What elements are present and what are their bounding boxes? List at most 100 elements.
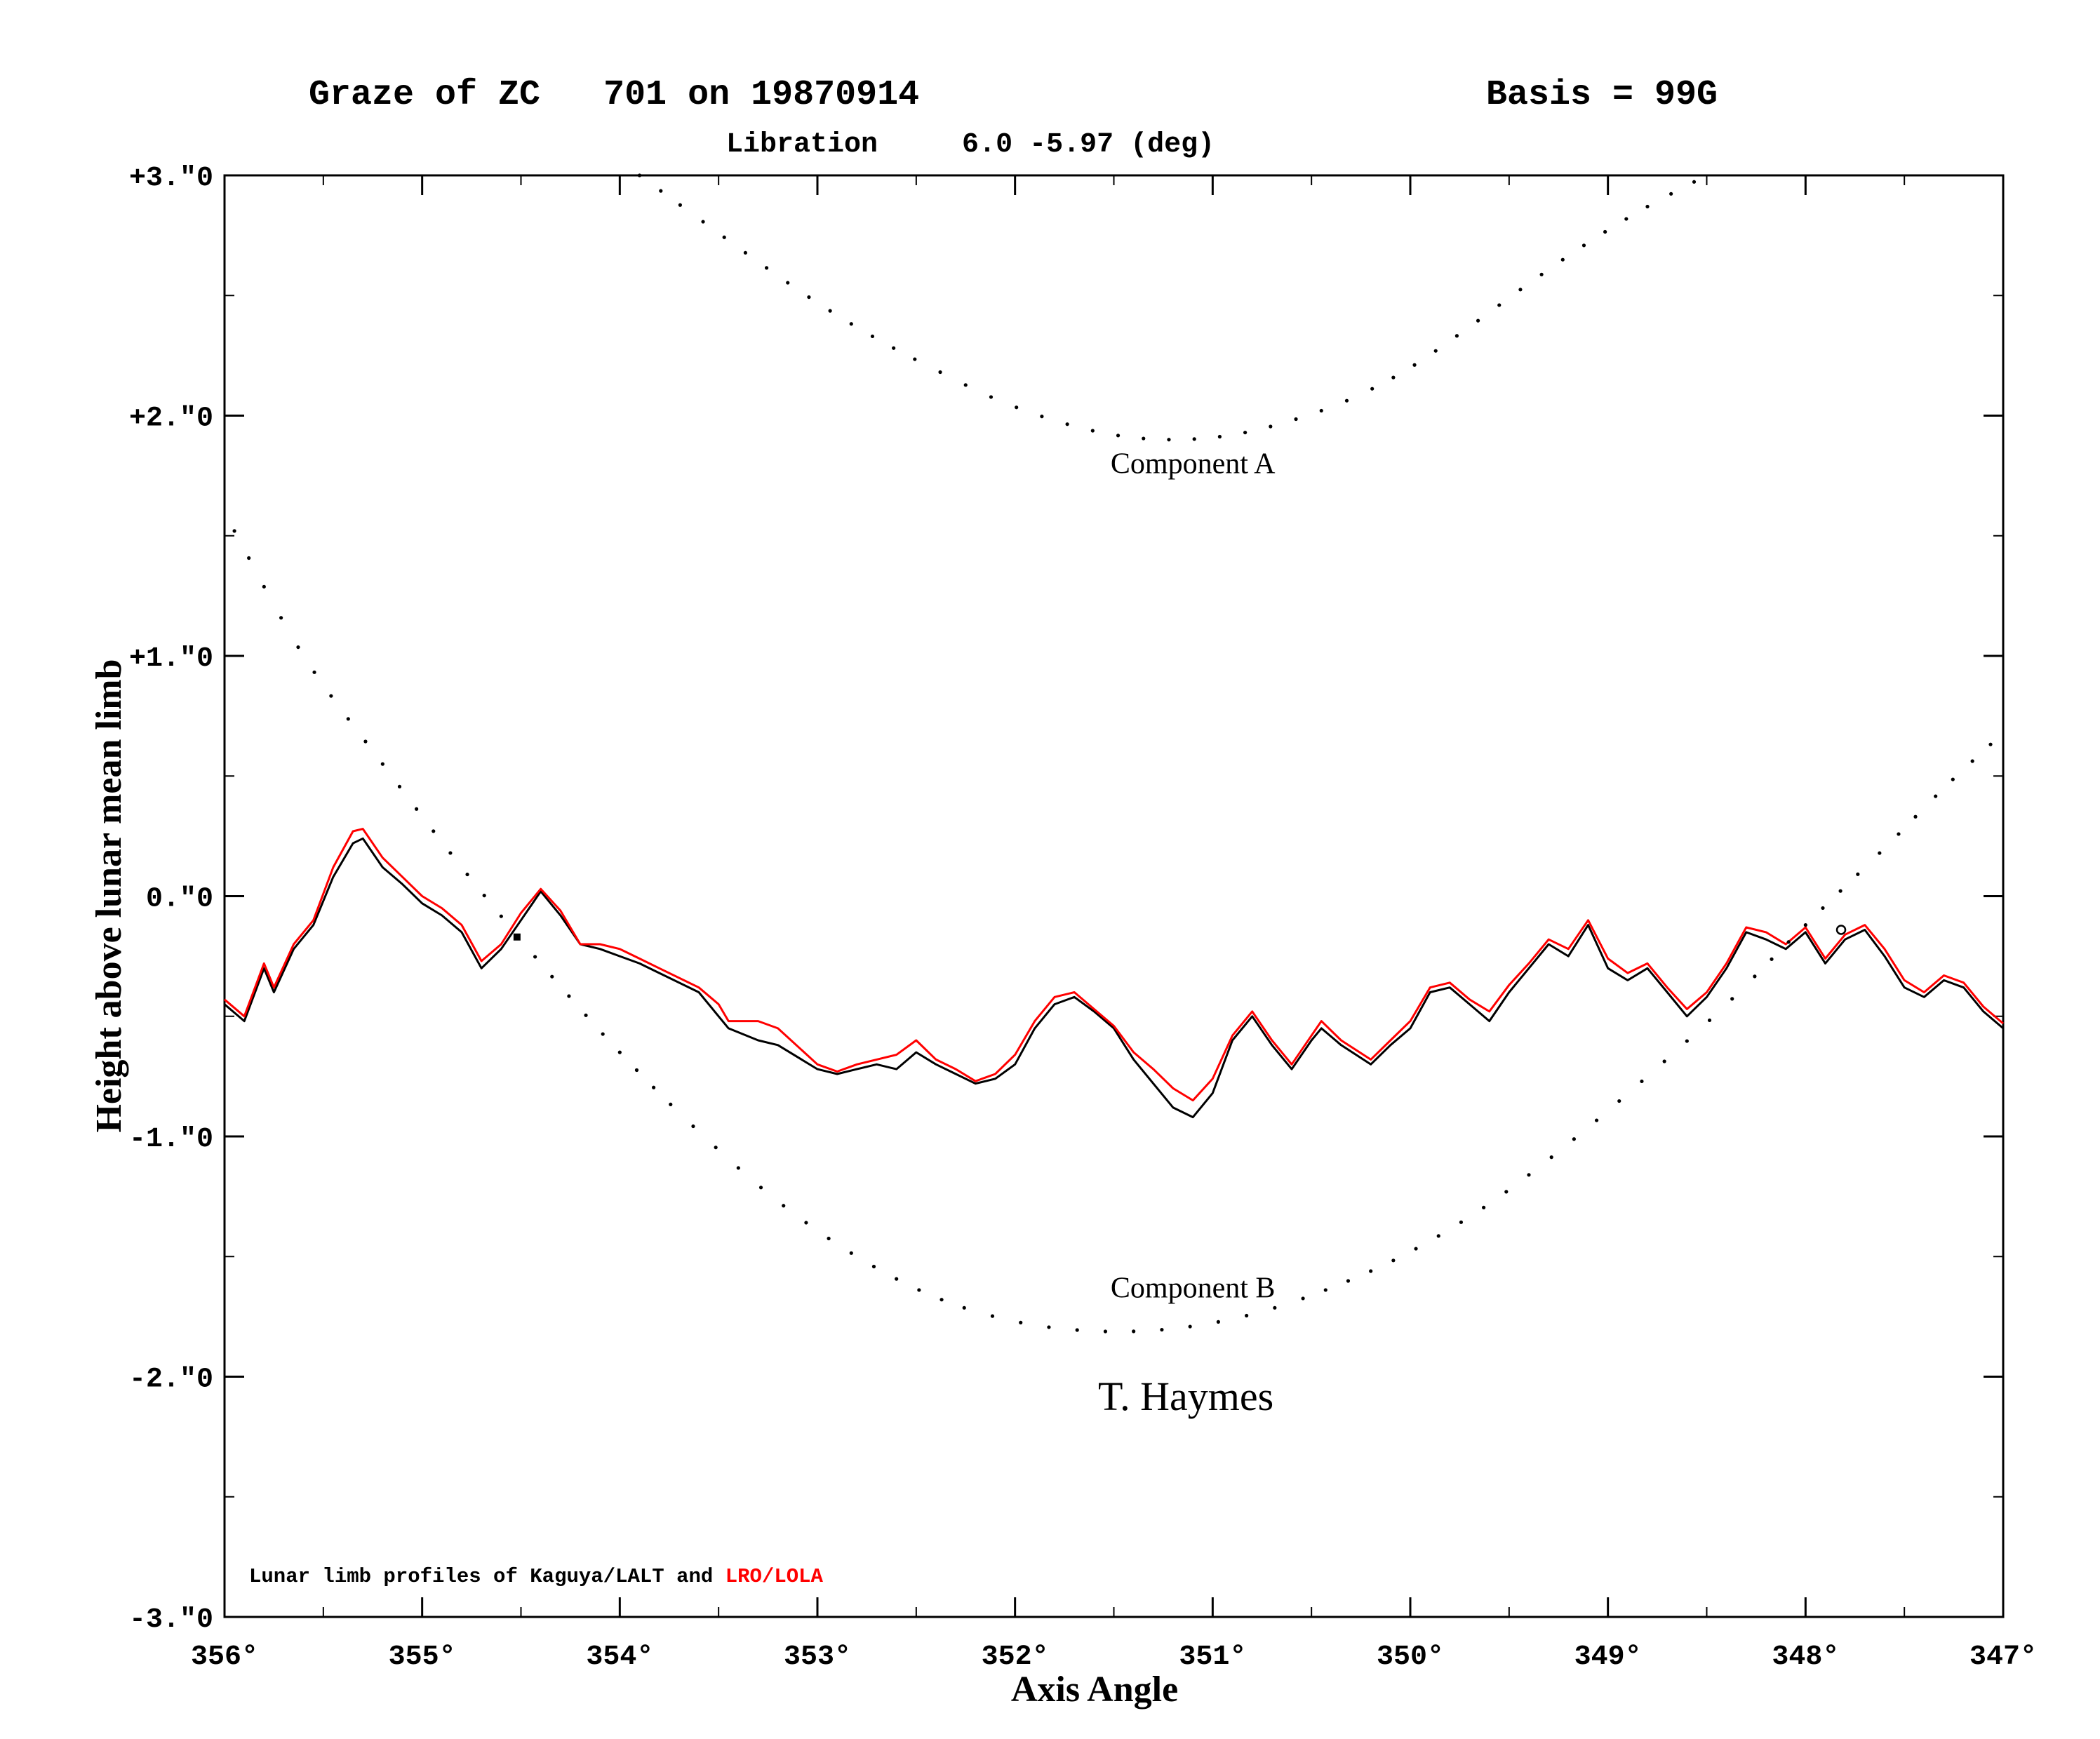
series-component-a-point [870, 334, 875, 339]
x-tick-label: 351° [1179, 1641, 1246, 1673]
series-component-b-point [1369, 1269, 1373, 1273]
series-component-b-point [432, 829, 436, 833]
series-component-a-point [1391, 375, 1396, 380]
y-tick-label: 0."0 [146, 884, 213, 915]
series-component-b-point [1436, 1234, 1440, 1238]
series-component-b-point [804, 1221, 808, 1225]
series-component-a-point [1167, 438, 1171, 442]
series-component-b-point [962, 1305, 966, 1310]
series-component-b-point [1160, 1327, 1164, 1332]
series-component-b-point [1640, 1079, 1644, 1084]
marker-layer [513, 925, 1847, 941]
x-tick-label: 356° [191, 1641, 258, 1673]
series-component-b-point [329, 694, 333, 698]
series-component-a-point [913, 357, 917, 361]
series-component-b-point [567, 994, 571, 998]
series-component-b-point [1504, 1190, 1509, 1194]
series-component-a-point [1669, 192, 1673, 196]
series-component-b-point [1951, 777, 1955, 781]
series-component-a-point [678, 203, 682, 207]
series-component-a-point [1090, 429, 1095, 433]
series-component-b-point [415, 807, 419, 811]
series-component-b-point [758, 1186, 763, 1190]
series-component-a-point [1015, 405, 1019, 410]
series-component-b-point [1753, 974, 1757, 979]
series-component-b-point [1988, 742, 1993, 746]
series-component-b-point [990, 1314, 995, 1318]
y-tick-label: +3."0 [129, 163, 213, 194]
series-component-b-point [1838, 889, 1842, 893]
series-component-b-point [736, 1166, 740, 1170]
series-component-a-point [828, 309, 832, 313]
series-component-a-point [1645, 204, 1650, 209]
x-tick-labels: 356° 355° 354° 353° 352° 351° 350° 349° 348° 347° [191, 1641, 2037, 1673]
series-component-b-point [827, 1236, 831, 1241]
series-component-b-point [917, 1288, 921, 1292]
series-component-a-point [1476, 318, 1480, 323]
series-component-b-point [533, 955, 537, 959]
chart-title-right: Basis = 99G [1486, 75, 1718, 115]
series-component-b-point [584, 1013, 588, 1017]
series-component-a-point [1269, 424, 1273, 429]
annotation-layer: Component A Component B [1111, 448, 1276, 1305]
series-component-b-point [279, 616, 283, 620]
x-tick-label: 347° [1969, 1641, 2037, 1673]
series-component-a-point [1192, 437, 1196, 441]
series-component-b-point [1301, 1296, 1305, 1301]
series-layer [224, 173, 2004, 1334]
series-component-b-point [634, 1068, 639, 1073]
series-component-a-point [1412, 363, 1417, 367]
series-kaguya-lalt [224, 837, 2004, 1119]
series-component-b-point [1245, 1313, 1249, 1318]
component-label: Component B [1111, 1272, 1276, 1304]
series-component-b-point [1459, 1220, 1464, 1224]
series-component-b-point [849, 1251, 853, 1255]
x-tick-label: 352° [982, 1641, 1049, 1673]
series-component-a-point [701, 220, 705, 224]
series-component-a-point [1518, 288, 1523, 292]
series-component-a-point [1116, 434, 1121, 438]
series-component-b-point [1662, 1059, 1666, 1063]
series-component-b-dots [232, 529, 1993, 1334]
series-component-b-point [1391, 1258, 1396, 1263]
series-component-a-point [1454, 334, 1459, 338]
y-tick-label: +2."0 [129, 403, 213, 435]
series-component-b-point [1617, 1099, 1621, 1103]
observer-label: T. Haymes [1098, 1374, 1273, 1419]
y-tick-label: +1."0 [129, 643, 213, 675]
series-component-b-point [1685, 1039, 1689, 1043]
series-component-b-point [895, 1277, 899, 1281]
x-tick-label: 353° [784, 1641, 851, 1673]
series-component-a-point [1217, 434, 1222, 439]
series-component-b-point [601, 1032, 605, 1036]
series-component-b-point [939, 1298, 944, 1302]
series-component-b-point [232, 529, 236, 533]
series-component-b-point [1803, 923, 1807, 927]
footnote-highlight: LRO/LOLA [725, 1565, 824, 1588]
series-component-a-point [989, 395, 994, 399]
series-component-a-point [1344, 398, 1349, 403]
series-component-b-point [397, 784, 402, 788]
chart-title-left: Graze of ZC 701 on 19870914 [309, 75, 919, 115]
series-component-a-point [892, 346, 896, 350]
series-component-b-point [1934, 794, 1938, 798]
series-component-b-point [691, 1124, 695, 1129]
series-component-a-point [764, 266, 769, 270]
series-component-b-point [1273, 1305, 1277, 1310]
series-component-b-point [1527, 1173, 1531, 1177]
series-component-b-point [1019, 1320, 1023, 1324]
series-component-a-point [1539, 272, 1544, 276]
y-axis-title: Height above lunar mean limb [89, 659, 129, 1132]
series-component-a-point [1497, 303, 1502, 307]
series-component-b-point [262, 584, 266, 589]
series-component-b-point [482, 893, 486, 898]
footnote-prefix: Lunar limb profiles of Kaguya/LALT and [249, 1565, 725, 1588]
series-component-b-point [1132, 1329, 1136, 1334]
series-component-b-point [1346, 1279, 1351, 1283]
series-component-b-point [1770, 957, 1774, 961]
series-component-b-point [465, 872, 469, 877]
series-component-b-point [499, 914, 503, 918]
series-component-b-point [1047, 1325, 1051, 1329]
series-component-b-point [1970, 759, 1974, 763]
